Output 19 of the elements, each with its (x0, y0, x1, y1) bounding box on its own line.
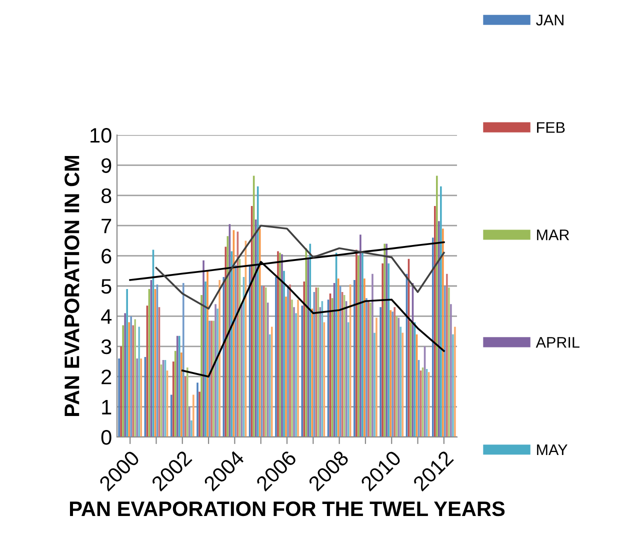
y-tick-label: 7 (102, 218, 112, 234)
legend-label: MAR (537, 230, 570, 240)
y-tick-label: 3 (101, 339, 112, 354)
y-tick-label: 2 (102, 370, 112, 384)
legend-label: APRIL (536, 337, 580, 348)
y-tick-label: 5 (101, 279, 112, 294)
x-axis-title: PAN EVAPORATION FOR THE TWEL YEARS (70, 501, 505, 516)
legend-label: FEB (537, 122, 565, 133)
y-tick-label: 1 (102, 400, 112, 414)
y-tick-label: 10 (90, 128, 112, 143)
y-axis-title: PAN EVAPORATION IN CM (64, 156, 80, 416)
y-tick-label: 0 (101, 430, 112, 445)
legend-label: MAY (537, 444, 568, 456)
line-series (155, 224, 445, 310)
legend-label: JAN (536, 14, 564, 26)
y-tick-label: 4 (101, 309, 112, 324)
y-tick-label: 9 (102, 158, 112, 173)
y-tick-label: 8 (101, 188, 112, 204)
y-tick-label: 6 (102, 248, 112, 264)
